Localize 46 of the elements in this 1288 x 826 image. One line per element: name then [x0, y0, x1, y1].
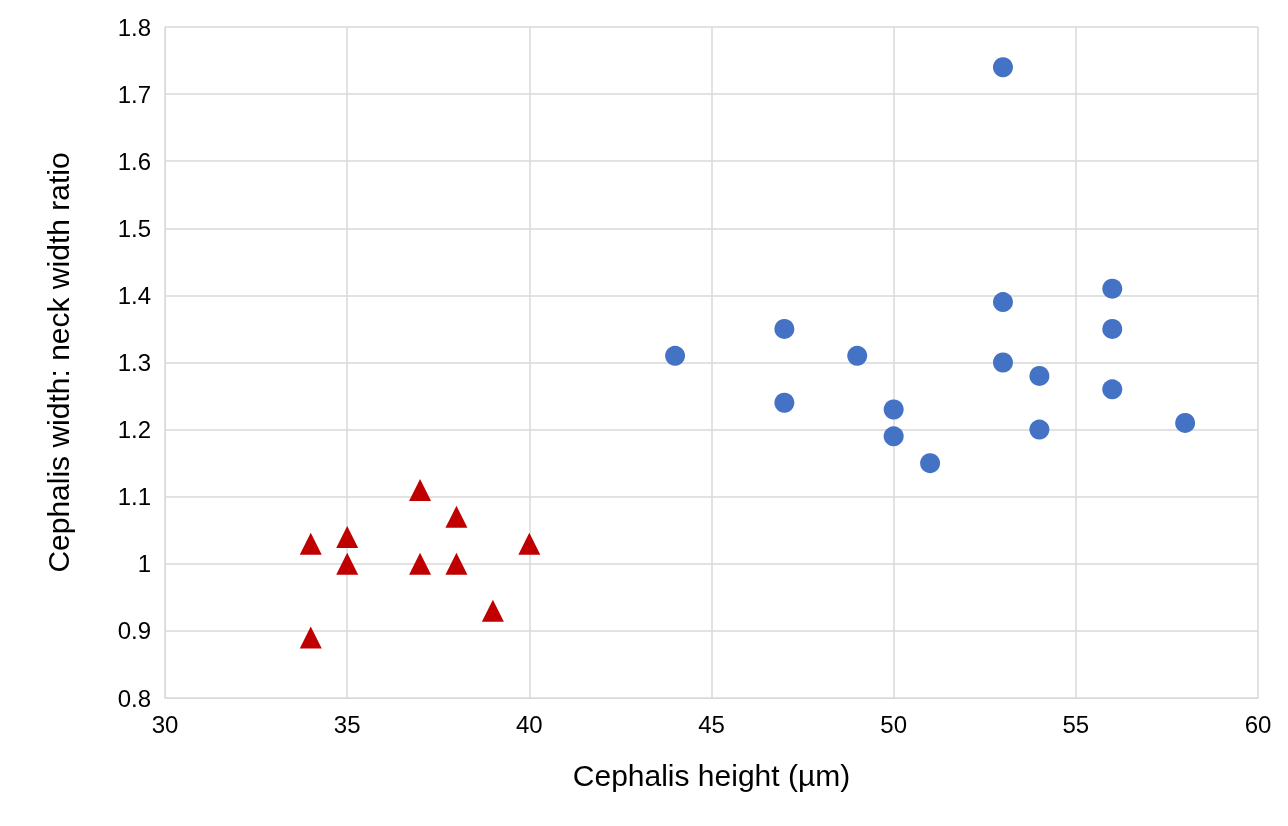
- y-tick-label: 1.5: [117, 214, 151, 242]
- y-tick-label: 1.6: [117, 147, 151, 175]
- y-tick-label: 0.9: [117, 617, 151, 645]
- y-tick-label: 0.8: [117, 684, 151, 712]
- x-tick-label: 50: [880, 710, 908, 738]
- point: [409, 478, 432, 501]
- y-tick-label: 1.3: [117, 349, 151, 376]
- point: [1175, 412, 1196, 433]
- point: [1029, 419, 1050, 440]
- point: [1102, 379, 1123, 400]
- point: [665, 345, 686, 366]
- point: [883, 399, 904, 420]
- point: [992, 292, 1013, 313]
- y-tick-label: 1.4: [117, 281, 151, 309]
- point: [336, 525, 359, 548]
- y-tick-label: 1.8: [117, 13, 151, 41]
- point: [518, 532, 541, 555]
- point: [1029, 365, 1050, 386]
- x-tick-label: 60: [1244, 710, 1272, 738]
- x-axis-title: Cephalis height (µm): [572, 758, 851, 792]
- point: [1102, 278, 1123, 299]
- point: [299, 532, 322, 555]
- y-tick-label: 1.7: [117, 80, 151, 108]
- point: [481, 599, 504, 622]
- point: [992, 352, 1013, 373]
- x-tick-label: 35: [333, 710, 361, 738]
- point: [774, 318, 795, 339]
- point: [920, 453, 941, 474]
- point: [336, 552, 359, 575]
- point: [409, 552, 432, 575]
- point: [883, 426, 904, 447]
- point: [847, 345, 868, 366]
- y-tick-label: 1.1: [117, 483, 151, 511]
- y-tick-label: 1.2: [117, 416, 151, 444]
- y-axis-title: Cephalis width: neck width ratio: [41, 152, 75, 573]
- x-tick-label: 45: [698, 710, 725, 738]
- y-tick-label: 1: [137, 550, 151, 578]
- point: [992, 57, 1013, 78]
- point: [445, 552, 468, 575]
- point: [445, 505, 468, 528]
- x-tick-label: 30: [151, 710, 179, 738]
- point: [774, 392, 795, 413]
- x-tick-label: 55: [1062, 710, 1090, 738]
- point: [299, 626, 322, 649]
- point: [1102, 318, 1123, 339]
- x-tick-label: 40: [515, 710, 543, 738]
